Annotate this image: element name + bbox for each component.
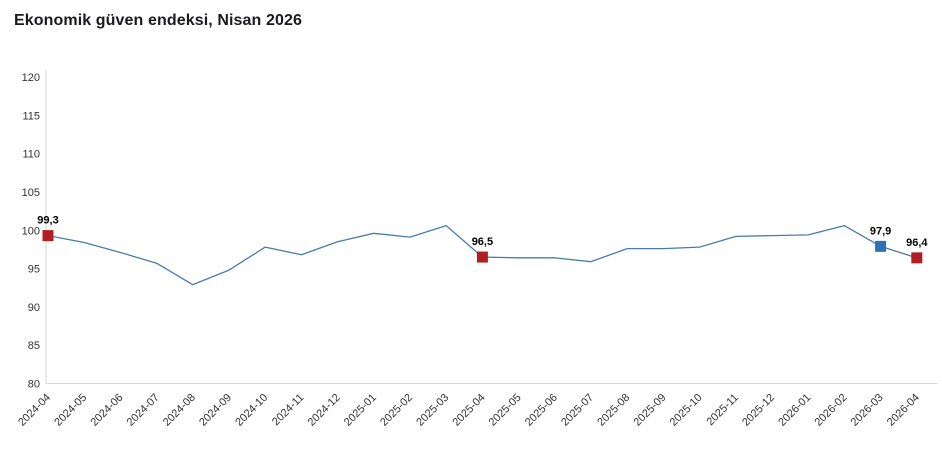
x-axis-tick-label: 2024-06 <box>88 392 125 429</box>
x-axis-tick-label: 2025-04 <box>450 392 487 429</box>
y-axis-tick-label: 105 <box>22 187 40 199</box>
data-point-marker-2026-03[interactable] <box>875 240 887 252</box>
x-axis-tick-label: 2025-12 <box>740 392 777 429</box>
x-axis-tick-label: 2025-10 <box>668 392 705 429</box>
x-axis-tick-label: 2024-07 <box>125 392 162 429</box>
x-axis-tick-label: 2025-11 <box>704 392 740 428</box>
data-point-label-2026-03: 97,9 <box>870 225 891 237</box>
x-axis-tick-label: 2025-03 <box>414 392 451 429</box>
x-axis-tick-label: 2024-05 <box>52 392 89 429</box>
y-axis-tick-label: 90 <box>28 302 40 314</box>
x-axis-tick-label: 2025-02 <box>378 392 415 429</box>
y-axis-tick-label: 85 <box>28 340 40 352</box>
data-point-label-2026-04: 96,4 <box>906 237 928 249</box>
x-axis-tick-label: 2025-07 <box>559 392 596 429</box>
y-axis-tick-label: 115 <box>22 110 40 122</box>
data-point-label-2024-04: 99,3 <box>37 215 58 227</box>
y-axis-tick-label: 95 <box>28 264 40 276</box>
x-axis-tick-label: 2026-02 <box>812 392 849 429</box>
x-axis-tick-label: 2024-09 <box>197 392 234 429</box>
data-point-marker-2026-04[interactable] <box>911 252 923 264</box>
data-point-label-2025-04: 96,5 <box>472 236 493 248</box>
y-axis-tick-label: 100 <box>22 225 40 237</box>
x-axis-tick-label: 2026-04 <box>885 392 922 429</box>
y-axis-tick-label: 110 <box>22 149 40 161</box>
data-point-marker-2024-04[interactable] <box>42 230 54 242</box>
x-axis-tick-label: 2025-06 <box>523 392 560 429</box>
chart-title: Ekonomik güven endeksi, Nisan 2026 <box>14 12 302 29</box>
x-axis-tick-label: 2024-11 <box>270 392 306 428</box>
y-axis-tick-label: 80 <box>28 379 40 391</box>
x-axis-tick-label: 2026-03 <box>849 392 886 429</box>
x-axis-tick-label: 2025-08 <box>595 392 632 429</box>
x-axis-tick-label: 2024-10 <box>233 392 270 429</box>
x-axis-tick-label: 2024-12 <box>306 392 343 429</box>
x-axis-tick-label: 2025-09 <box>631 392 668 429</box>
x-axis-tick-label: 2025-05 <box>487 392 524 429</box>
x-axis-tick-label: 2025-01 <box>342 392 379 429</box>
y-axis-tick-label: 120 <box>22 72 40 84</box>
x-axis-tick-label: 2026-01 <box>776 392 813 429</box>
data-point-marker-2025-04[interactable] <box>476 251 488 263</box>
x-axis-tick-label: 2024-04 <box>16 392 53 429</box>
x-axis-tick-label: 2024-08 <box>161 392 198 429</box>
